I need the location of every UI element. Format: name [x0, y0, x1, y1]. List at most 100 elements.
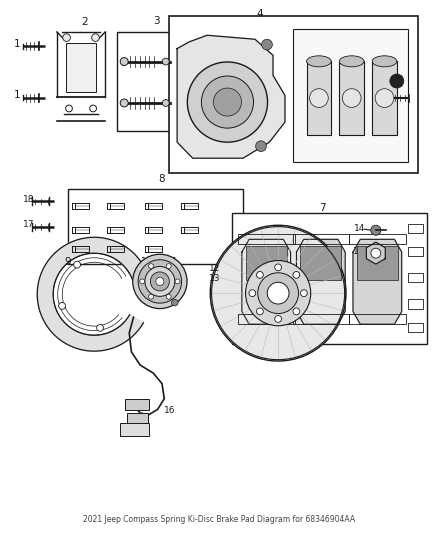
Bar — [349, 314, 406, 324]
Circle shape — [166, 264, 171, 269]
Circle shape — [371, 248, 381, 258]
Bar — [357, 246, 398, 280]
Text: 17: 17 — [23, 221, 34, 229]
Text: 1: 1 — [14, 39, 21, 49]
Circle shape — [74, 261, 81, 268]
Circle shape — [249, 290, 256, 296]
Circle shape — [90, 105, 96, 112]
Circle shape — [66, 105, 72, 112]
Bar — [293, 234, 349, 245]
Circle shape — [120, 99, 128, 107]
Circle shape — [310, 88, 328, 108]
Circle shape — [246, 261, 311, 326]
Text: 5: 5 — [381, 74, 388, 84]
Circle shape — [257, 308, 263, 315]
Circle shape — [138, 260, 182, 303]
Circle shape — [187, 62, 268, 142]
Bar — [238, 314, 294, 324]
Bar — [169, 16, 418, 173]
Polygon shape — [177, 35, 285, 158]
Text: 18: 18 — [23, 195, 34, 204]
Circle shape — [256, 141, 266, 151]
Text: 7: 7 — [319, 203, 326, 213]
Circle shape — [140, 279, 145, 284]
Text: 1: 1 — [14, 90, 21, 100]
Bar — [407, 224, 423, 233]
Text: 11: 11 — [167, 257, 179, 265]
Circle shape — [133, 254, 187, 309]
Polygon shape — [242, 239, 291, 324]
Bar — [66, 43, 96, 92]
Bar — [339, 61, 364, 135]
Circle shape — [275, 264, 282, 271]
Circle shape — [371, 225, 381, 235]
Bar — [148, 227, 162, 232]
Circle shape — [166, 294, 171, 299]
Text: 14: 14 — [353, 224, 365, 232]
Text: 2021 Jeep Compass Spring Ki-Disc Brake Pad Diagram for 68346904AA: 2021 Jeep Compass Spring Ki-Disc Brake P… — [83, 515, 355, 524]
Bar — [68, 189, 243, 264]
Bar — [407, 323, 423, 332]
Ellipse shape — [307, 56, 331, 67]
Text: 10: 10 — [141, 257, 153, 265]
Bar — [125, 399, 149, 410]
Bar — [293, 29, 408, 162]
Ellipse shape — [339, 56, 364, 67]
Bar — [184, 203, 198, 208]
Circle shape — [300, 290, 307, 296]
Bar — [184, 227, 198, 232]
Circle shape — [148, 294, 153, 299]
Bar — [75, 227, 89, 232]
Circle shape — [267, 282, 289, 304]
Bar — [117, 32, 174, 131]
Circle shape — [261, 39, 272, 50]
Circle shape — [63, 34, 71, 42]
Circle shape — [150, 272, 170, 291]
Circle shape — [213, 88, 241, 116]
Bar — [148, 246, 162, 252]
Circle shape — [59, 303, 66, 309]
Circle shape — [343, 88, 361, 108]
Circle shape — [257, 271, 263, 278]
Circle shape — [162, 100, 169, 107]
Circle shape — [390, 74, 404, 88]
Bar — [148, 203, 162, 208]
Polygon shape — [353, 239, 402, 324]
Text: 2: 2 — [81, 18, 88, 27]
Bar — [407, 273, 423, 282]
Bar — [407, 247, 423, 256]
Bar — [238, 234, 294, 245]
Circle shape — [120, 58, 128, 66]
Text: 3: 3 — [153, 17, 160, 26]
Circle shape — [258, 273, 299, 313]
Bar — [349, 234, 406, 245]
Text: 15: 15 — [353, 247, 365, 256]
Circle shape — [172, 300, 178, 306]
Text: 16: 16 — [164, 406, 176, 415]
Text: 13: 13 — [209, 274, 220, 282]
Circle shape — [156, 277, 164, 286]
Circle shape — [145, 266, 175, 296]
Bar — [246, 246, 287, 280]
Ellipse shape — [372, 56, 397, 67]
Circle shape — [201, 76, 254, 128]
Polygon shape — [297, 239, 345, 324]
Bar — [110, 227, 124, 232]
Text: 12: 12 — [209, 264, 220, 272]
Bar — [110, 203, 124, 208]
Circle shape — [293, 308, 300, 315]
Bar — [300, 246, 341, 280]
Text: 4: 4 — [257, 9, 264, 19]
Circle shape — [175, 279, 180, 284]
Text: 6: 6 — [381, 92, 388, 102]
Bar — [110, 246, 124, 252]
Polygon shape — [366, 242, 385, 264]
Text: 8: 8 — [158, 174, 165, 183]
Bar — [232, 213, 427, 344]
Circle shape — [375, 88, 394, 108]
Circle shape — [97, 325, 103, 332]
Circle shape — [162, 58, 169, 65]
Circle shape — [210, 225, 346, 361]
Bar — [293, 314, 349, 324]
Circle shape — [92, 34, 99, 42]
